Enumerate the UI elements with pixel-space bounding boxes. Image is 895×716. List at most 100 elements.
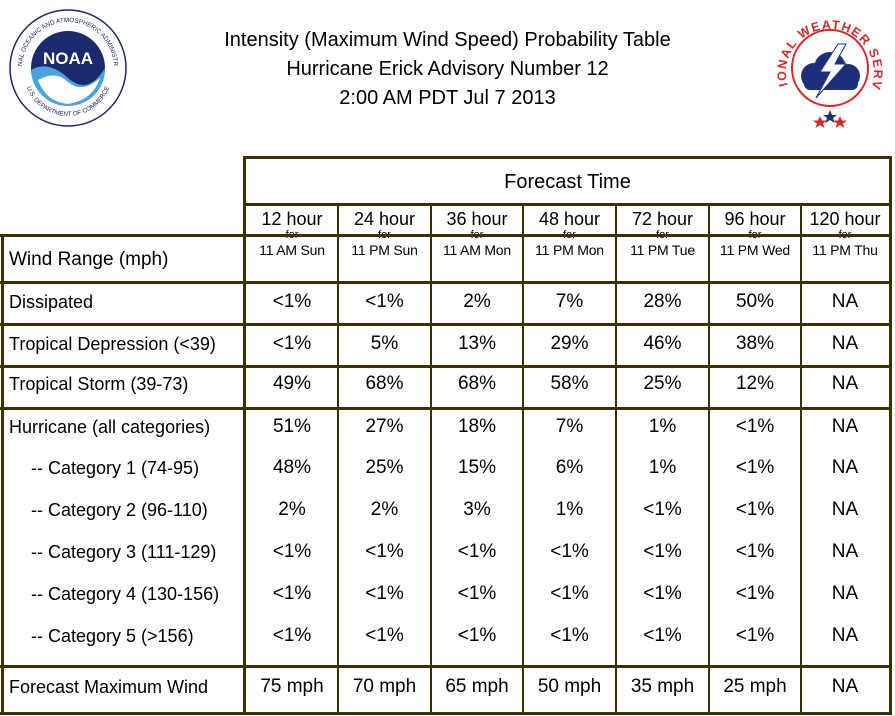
max-wind-cell: 35 mph <box>630 676 695 697</box>
column-header: 120 hourfor11 PM Thu <box>801 209 889 259</box>
column-hour: 36 hour <box>446 209 508 229</box>
probability-cell: 3% <box>463 499 491 520</box>
probability-cell: <1% <box>735 499 775 520</box>
probability-cell: <1% <box>550 541 589 562</box>
max-wind-cell: 70 mph <box>352 676 417 697</box>
probability-cell: <1% <box>365 625 404 646</box>
column-when: 11 AM Sun <box>259 242 325 258</box>
probability-cell: 1% <box>648 457 677 478</box>
probability-cell: 68% <box>457 373 497 394</box>
probability-cell: 2% <box>278 499 306 520</box>
probability-cell: 58% <box>550 373 589 394</box>
probability-cell: NA <box>831 457 859 478</box>
column-header: 12 hourfor11 AM Sun <box>246 209 338 259</box>
probability-cell: <1% <box>272 541 312 562</box>
table-border <box>0 322 892 326</box>
row-label: Dissipated <box>9 292 94 312</box>
noaa-logo-text: NOAA <box>43 49 93 68</box>
column-hour: 12 hour <box>261 209 323 229</box>
column-divider <box>615 204 617 715</box>
probability-cell: 13% <box>457 333 497 354</box>
row-label: Hurricane (all categories) <box>9 417 211 437</box>
max-wind-cell: 25 mph <box>723 676 787 697</box>
table-border <box>243 202 892 206</box>
probability-cell: <1% <box>735 457 775 478</box>
probability-cell: 68% <box>365 373 404 394</box>
probability-cell: 1% <box>648 416 677 437</box>
table-border-bottom <box>0 711 892 715</box>
column-header: 96 hourfor11 PM Wed <box>709 209 801 259</box>
probability-cell: <1% <box>643 499 682 520</box>
title-line-3: 2:00 AM PDT Jul 7 2013 <box>339 87 556 109</box>
probability-cell: 6% <box>555 457 584 478</box>
table-border <box>242 157 246 715</box>
probability-cell: 25% <box>365 457 404 478</box>
probability-cell: <1% <box>550 583 589 604</box>
probability-cell: NA <box>831 583 859 604</box>
probability-cell: NA <box>831 541 859 562</box>
row-label: -- Category 3 (111-129) <box>31 542 217 562</box>
row-label: Tropical Storm (39-73) <box>9 374 189 394</box>
probability-cell: 28% <box>643 291 682 312</box>
probability-cell: 50% <box>735 291 775 312</box>
probability-cell: <1% <box>457 625 497 646</box>
probability-cell: 2% <box>370 499 399 520</box>
column-hour: 72 hour <box>631 209 694 229</box>
row-label: -- Category 2 (96-110) <box>31 500 208 520</box>
table-border-right <box>888 157 892 715</box>
probability-cell: 27% <box>365 416 404 437</box>
probability-cell: <1% <box>365 291 404 312</box>
max-wind-cell: 75 mph <box>260 676 324 697</box>
probability-cell: <1% <box>457 541 497 562</box>
column-when: 11 PM Thu <box>812 242 878 258</box>
probability-cell: 15% <box>457 457 497 478</box>
probability-cell: 25% <box>643 373 682 394</box>
column-hour: 24 hour <box>353 209 416 229</box>
max-wind-cell: 50 mph <box>537 676 602 697</box>
column-header: 36 hourfor11 AM Mon <box>431 209 523 259</box>
table-border <box>0 406 892 410</box>
probability-cell: <1% <box>272 625 312 646</box>
probability-cell: <1% <box>643 583 682 604</box>
probability-cell: NA <box>831 373 859 394</box>
column-divider <box>708 204 710 715</box>
probability-cell: 7% <box>555 291 584 312</box>
probability-cell: <1% <box>365 583 404 604</box>
max-wind-label: Forecast Maximum Wind <box>9 677 209 697</box>
column-hour: 96 hour <box>724 209 786 229</box>
probability-cell: 49% <box>272 373 312 394</box>
probability-cell: NA <box>831 291 859 312</box>
table-border <box>0 664 892 668</box>
probability-cell: <1% <box>735 541 775 562</box>
probability-cell: <1% <box>643 625 682 646</box>
probability-cell: 18% <box>457 416 497 437</box>
nws-logo-icon: NATIONAL WEATHER SERVICE <box>768 6 884 128</box>
probability-cell: 12% <box>735 373 775 394</box>
column-when: 11 AM Mon <box>443 242 511 258</box>
column-when: 11 PM Mon <box>535 242 604 258</box>
column-divider <box>337 204 339 715</box>
probability-cell: <1% <box>457 583 497 604</box>
column-header: 24 hourfor11 PM Sun <box>338 209 431 259</box>
probability-cell: 7% <box>555 416 584 437</box>
column-when: 11 PM Sun <box>351 242 418 258</box>
row-label: -- Category 1 (74-95) <box>31 458 200 478</box>
table-border-top <box>243 155 892 159</box>
title-line-1: Intensity (Maximum Wind Speed) Probabili… <box>224 29 671 51</box>
probability-cell: NA <box>831 333 859 354</box>
column-hour: 48 hour <box>538 209 601 229</box>
table-border <box>0 280 892 284</box>
probability-cell: 29% <box>550 333 589 354</box>
column-header: 48 hourfor11 PM Mon <box>523 209 616 259</box>
probability-cell: <1% <box>735 625 775 646</box>
title-line-2: Hurricane Erick Advisory Number 12 <box>286 58 609 80</box>
probability-cell: <1% <box>272 583 312 604</box>
probability-cell: <1% <box>735 583 775 604</box>
wind-range-header: Wind Range (mph) <box>9 249 169 270</box>
probability-cell: <1% <box>272 333 312 354</box>
probability-cell: 48% <box>272 457 312 478</box>
column-divider <box>522 204 524 715</box>
column-when: 11 PM Wed <box>719 242 791 258</box>
probability-cell: <1% <box>735 416 775 437</box>
max-wind-cell: 65 mph <box>445 676 509 697</box>
